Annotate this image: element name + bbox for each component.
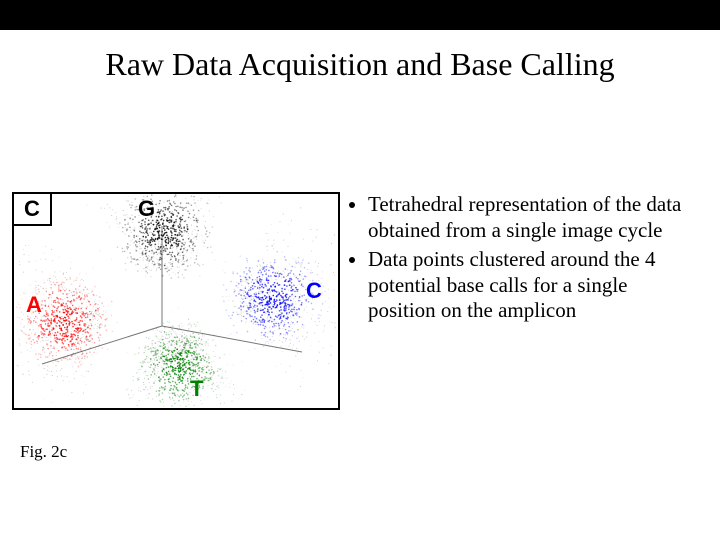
slide-title: Raw Data Acquisition and Base Calling xyxy=(0,46,720,83)
panel-label: C xyxy=(14,194,52,226)
bullet-item: Data points clustered around the 4 poten… xyxy=(368,247,692,324)
figure-caption: Fig. 2c xyxy=(20,442,67,462)
base-label-a: A xyxy=(26,292,42,318)
base-label-t: T xyxy=(190,376,203,402)
base-label-g: G xyxy=(138,196,155,222)
bullet-item: Tetrahedral representation of the data o… xyxy=(368,192,692,243)
bullet-list: Tetrahedral representation of the data o… xyxy=(344,192,692,328)
title-bar xyxy=(0,0,720,30)
scatter-plot xyxy=(14,194,338,408)
tetrahedral-figure: C G A C T xyxy=(12,192,340,410)
base-label-c: C xyxy=(306,278,322,304)
